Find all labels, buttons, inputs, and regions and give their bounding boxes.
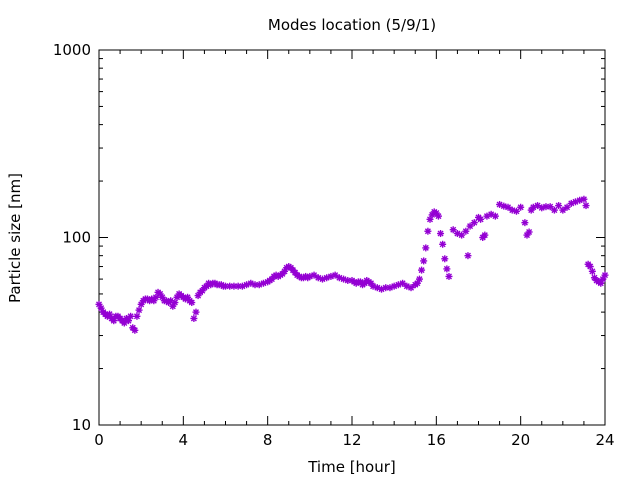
data-point (327, 272, 335, 280)
data-point (481, 231, 489, 239)
data-point (310, 271, 318, 279)
data-point (580, 195, 588, 203)
data-point (133, 312, 141, 320)
data-point (525, 228, 533, 236)
data-point (439, 240, 447, 248)
data-point (462, 227, 470, 235)
data-point (517, 203, 525, 211)
chart-title: Modes location (5/9/1) (268, 16, 436, 34)
x-tick-label: 12 (342, 431, 361, 449)
x-tick-label: 16 (427, 431, 446, 449)
data-point (477, 215, 485, 223)
y-tick-label: 10 (72, 416, 91, 434)
y-axis-ticks: 10 100 1000 (53, 41, 605, 434)
data-point (335, 274, 343, 282)
x-tick-label: 24 (595, 431, 614, 449)
data-point (422, 244, 430, 252)
y-tick-label: 1000 (53, 41, 91, 59)
data-point (420, 257, 428, 265)
data-point (437, 230, 445, 238)
y-axis-label: Particle size [nm] (6, 173, 24, 303)
data-point (192, 308, 200, 316)
data-point (521, 219, 529, 227)
data-point (491, 212, 499, 220)
x-axis-label: Time [hour] (307, 458, 396, 476)
data-point (194, 292, 202, 300)
data-point (441, 255, 449, 263)
data-point (407, 284, 415, 292)
data-point (190, 314, 198, 322)
data-point (131, 326, 139, 334)
data-point (588, 267, 596, 275)
data-point (445, 272, 453, 280)
x-tick-label: 4 (179, 431, 189, 449)
data-point (127, 312, 135, 320)
data-point (571, 198, 579, 206)
data-point (399, 279, 407, 287)
x-axis-ticks: 0 4 8 12 16 20 24 (94, 50, 615, 449)
y-tick-label: 100 (62, 229, 91, 247)
data-point (601, 271, 609, 279)
data-point (378, 285, 386, 293)
x-tick-label: 20 (511, 431, 530, 449)
x-tick-label: 8 (263, 431, 273, 449)
data-point (559, 206, 567, 214)
data-point (418, 266, 426, 274)
scatter-series (95, 195, 609, 334)
data-point (415, 275, 423, 283)
data-point (424, 227, 432, 235)
data-point (135, 306, 143, 314)
data-point (470, 219, 478, 227)
data-point (582, 202, 590, 210)
data-point (555, 202, 563, 210)
data-point (434, 212, 442, 220)
data-point (443, 265, 451, 273)
data-point (426, 215, 434, 223)
data-point (550, 206, 558, 214)
data-point (318, 275, 326, 283)
x-tick-label: 0 (94, 431, 104, 449)
data-point (188, 299, 196, 307)
data-point (464, 252, 472, 260)
